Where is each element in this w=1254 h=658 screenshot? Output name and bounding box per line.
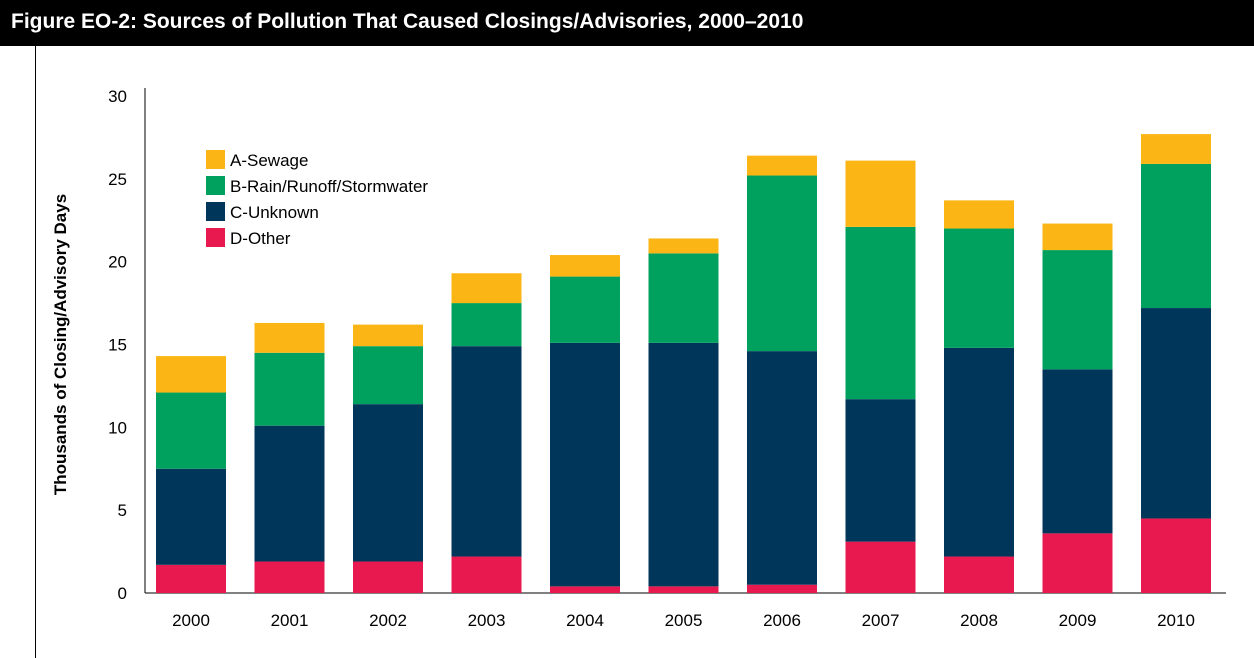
bars <box>156 134 1211 593</box>
bar-segment <box>648 253 719 343</box>
bar-segment <box>353 346 423 405</box>
bar-segment <box>1042 223 1113 251</box>
legend-label: B-Rain/Runoff/Stormwater <box>230 177 428 196</box>
bar-segment <box>156 468 226 565</box>
bar-segment <box>550 255 620 277</box>
bar-segment <box>156 392 226 469</box>
x-tick-label: 2009 <box>1059 611 1097 630</box>
bar-segment <box>550 276 620 343</box>
y-axis-label: Thousands of Closing/Advisory Days <box>51 194 70 495</box>
bar-segment <box>451 556 522 593</box>
y-tick-label: 25 <box>108 170 127 189</box>
bar-segment <box>747 584 817 593</box>
legend-label: A-Sewage <box>230 151 308 170</box>
bar-segment <box>451 346 522 557</box>
x-tick-label: 2005 <box>665 611 703 630</box>
x-tick-label: 2007 <box>862 611 900 630</box>
y-tick-label: 5 <box>118 501 127 520</box>
legend-label: C-Unknown <box>230 203 319 222</box>
bar-segment <box>451 273 522 304</box>
x-tick-label: 2002 <box>369 611 407 630</box>
bar-segment <box>944 228 1014 348</box>
y-tick-label: 30 <box>108 87 127 106</box>
x-tick-label: 2000 <box>172 611 210 630</box>
bar-segment <box>1042 533 1113 593</box>
legend-swatch <box>206 202 225 221</box>
y-tick-label: 20 <box>108 253 127 272</box>
x-tick-label: 2003 <box>468 611 506 630</box>
legend-swatch <box>206 228 225 247</box>
bar-segment <box>254 561 325 593</box>
bar-segment <box>1141 163 1211 309</box>
figure-title: Figure EO-2: Sources of Pollution That C… <box>11 10 804 33</box>
bar-segment <box>648 586 719 593</box>
legend-swatch <box>206 176 225 195</box>
bar-segment <box>353 561 423 593</box>
bar-segment <box>1141 134 1211 164</box>
bar-segment <box>1042 369 1113 534</box>
bar-segment <box>1141 308 1211 519</box>
bar-segment <box>550 342 620 587</box>
bar-segment <box>747 351 817 585</box>
bar-segment <box>1141 518 1211 593</box>
legend: A-Sewage B-Rain/Runoff/Stormwater C-Unknow… <box>206 150 428 248</box>
legend-swatch <box>206 150 225 169</box>
bar-segment <box>254 322 325 353</box>
bar-segment <box>353 324 423 347</box>
bar-segment <box>254 352 325 426</box>
bar-segment <box>254 425 325 562</box>
bar-segment <box>845 541 916 593</box>
x-tick-label: 2001 <box>271 611 309 630</box>
y-tick-label: 15 <box>108 336 127 355</box>
bar-segment <box>1042 250 1113 370</box>
bar-segment <box>747 155 817 176</box>
bar-segment <box>550 586 620 593</box>
bar-segment <box>944 556 1014 593</box>
x-tick-label: 2010 <box>1157 611 1195 630</box>
legend-label: D-Other <box>230 229 291 248</box>
y-tick-label: 10 <box>108 418 127 437</box>
bar-segment <box>451 303 522 347</box>
bar-segment <box>353 404 423 562</box>
y-tick-labels: 0 5 10 15 20 25 30 <box>108 87 127 603</box>
x-tick-label: 2004 <box>566 611 604 630</box>
bar-segment <box>845 160 916 227</box>
x-tick-label: 2008 <box>960 611 998 630</box>
bar-segment <box>156 564 226 593</box>
bar-segment <box>747 175 817 352</box>
figure-title-bar: Figure EO-2: Sources of Pollution That C… <box>0 0 1254 46</box>
bar-segment <box>156 356 226 393</box>
bar-segment <box>944 200 1014 229</box>
x-tick-label: 2006 <box>763 611 801 630</box>
bar-segment <box>845 226 916 400</box>
bar-segment <box>845 399 916 542</box>
x-tick-labels: 2000 2001 2002 2003 2004 2005 2006 2007 2008 2009… <box>172 611 1195 630</box>
bar-segment <box>648 238 719 254</box>
y-tick-label: 0 <box>118 584 127 603</box>
bar-segment <box>944 347 1014 557</box>
bar-segment <box>648 342 719 587</box>
frame-left-rule <box>35 46 36 658</box>
